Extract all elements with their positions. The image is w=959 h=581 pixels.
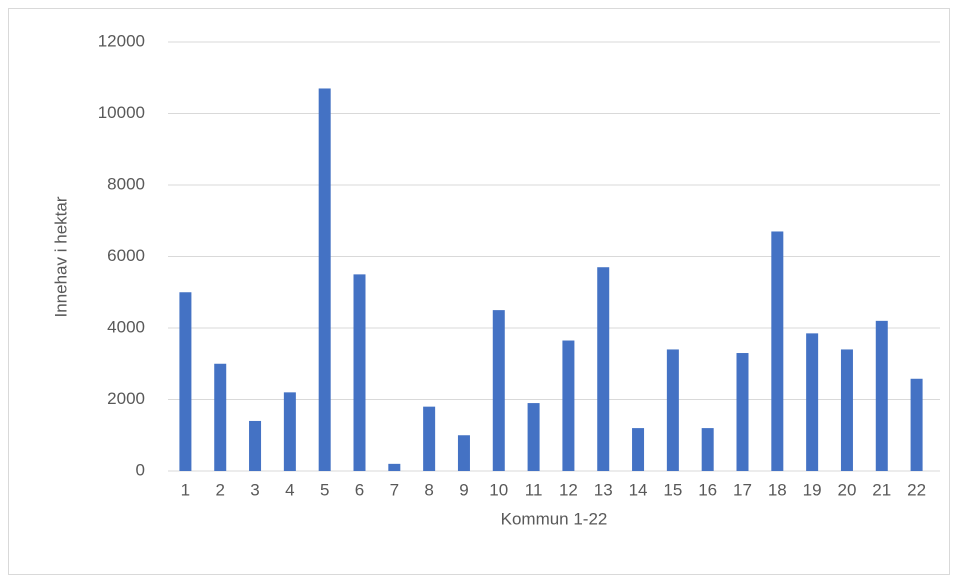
x-tick-label: 11 <box>525 480 543 499</box>
bar <box>632 428 645 471</box>
bar <box>771 231 784 471</box>
bar <box>283 392 296 471</box>
bar <box>318 88 331 471</box>
x-axis-title: Kommun 1-22 <box>501 509 608 528</box>
bar <box>701 428 714 471</box>
x-tick-label: 2 <box>215 480 224 499</box>
x-tick-label: 8 <box>424 480 433 499</box>
bar <box>179 292 192 471</box>
bar <box>910 378 923 471</box>
x-tick-label: 20 <box>837 480 856 499</box>
x-tick-label: 9 <box>459 480 468 499</box>
bar <box>492 310 505 471</box>
y-tick-label: 0 <box>136 460 145 479</box>
bar <box>457 435 470 471</box>
bar <box>597 267 610 471</box>
chart-border <box>8 8 950 575</box>
x-tick-label: 15 <box>663 480 682 499</box>
x-tick-label: 6 <box>355 480 364 499</box>
x-tick-label: 17 <box>733 480 752 499</box>
y-tick-label: 6000 <box>107 246 145 265</box>
bar <box>875 320 888 471</box>
bar <box>423 406 436 471</box>
x-tick-label: 5 <box>320 480 329 499</box>
bar <box>353 274 366 471</box>
bar <box>666 349 679 471</box>
bar <box>562 340 575 471</box>
y-tick-label: 4000 <box>107 317 145 336</box>
bar <box>249 420 262 471</box>
x-tick-label: 13 <box>594 480 613 499</box>
x-tick-label: 4 <box>285 480 294 499</box>
bar <box>840 349 853 471</box>
x-tick-label: 3 <box>250 480 259 499</box>
x-tick-label: 12 <box>559 480 578 499</box>
y-tick-label: 12000 <box>98 31 145 50</box>
x-tick-label: 21 <box>872 480 891 499</box>
y-tick-label: 2000 <box>107 389 145 408</box>
bar <box>388 463 401 471</box>
x-tick-label: 16 <box>698 480 717 499</box>
x-tick-label: 7 <box>390 480 399 499</box>
bar <box>736 353 749 471</box>
y-axis-title: Innehav i hektar <box>51 196 70 317</box>
x-tick-label: 1 <box>181 480 190 499</box>
x-tick-label: 14 <box>629 480 648 499</box>
y-tick-label: 10000 <box>98 103 145 122</box>
x-tick-label: 18 <box>768 480 787 499</box>
x-tick-label: 22 <box>907 480 926 499</box>
bar <box>214 363 227 471</box>
y-tick-label: 8000 <box>107 174 145 193</box>
x-tick-label: 10 <box>489 480 508 499</box>
bar <box>806 333 819 471</box>
x-tick-label: 19 <box>803 480 822 499</box>
bar <box>527 403 540 471</box>
